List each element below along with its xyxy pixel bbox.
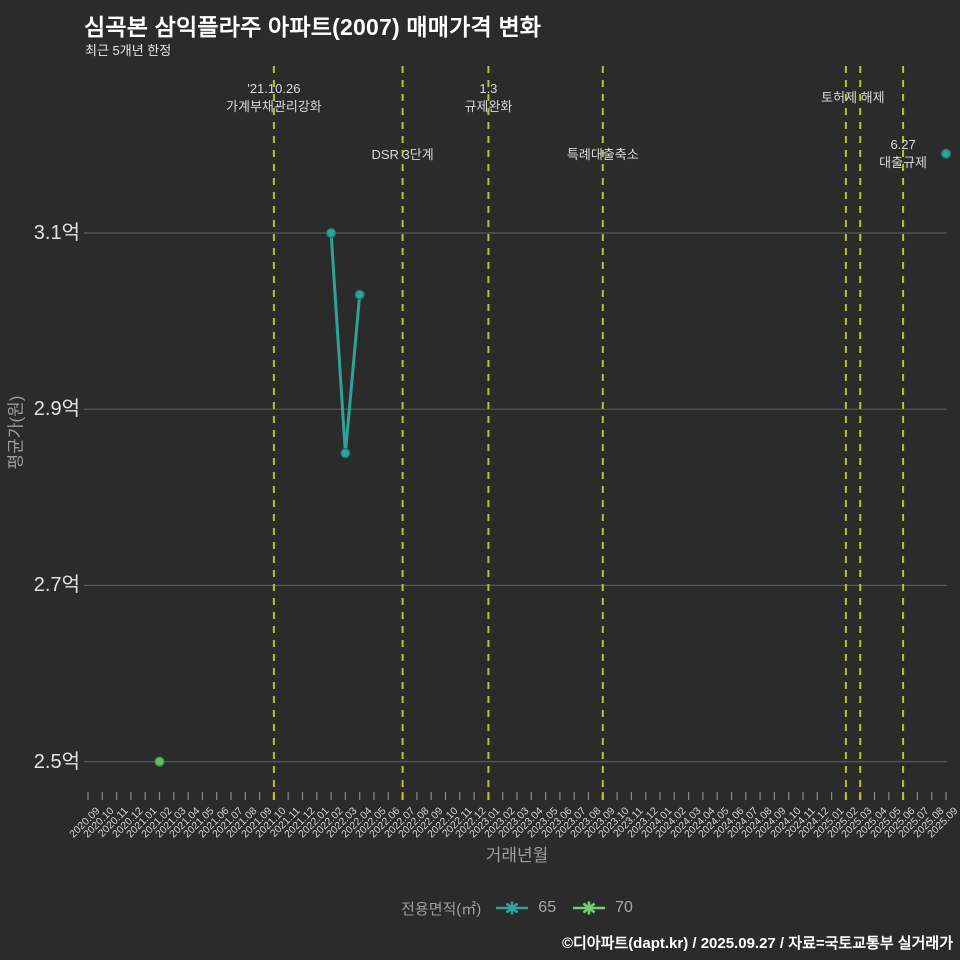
y-axis-title: 평균가(원) <box>6 395 26 470</box>
legend: 전용면적(㎡) 65 70 <box>88 894 946 922</box>
event-annotation: 특례대출축소 <box>566 147 639 162</box>
y-tick-label: 3.1억 <box>33 222 80 244</box>
y-tick-label: 2.7억 <box>33 574 80 597</box>
legend-title: 전용면적(㎡) <box>401 900 482 918</box>
copyright-footer: ©디아파트(dapt.kr) / 2025.09.27 / 자료=국토교통부 실… <box>561 935 953 952</box>
legend-entry-label: 70 <box>615 899 633 916</box>
legend-entries: 65 70 <box>495 899 633 917</box>
legend-entry-label: 65 <box>538 899 557 916</box>
chart-subtitle: 최근 5개년 한정 <box>85 43 172 58</box>
event-annotation: 토허제 해제 <box>821 90 885 105</box>
y-tick-label: 2.5억 <box>33 750 80 773</box>
legend-marker-icon <box>496 901 529 915</box>
event-annotation: '21.10.26 가계부채관리강화 <box>226 81 322 114</box>
legend-entry[interactable]: 70 <box>572 899 633 917</box>
legend-entry[interactable]: 65 <box>495 899 556 917</box>
event-annotation: DSR 3단계 <box>371 147 434 162</box>
y-tick-label: 2.9억 <box>33 398 80 421</box>
event-annotation: 1.3 규제완화 <box>464 81 513 114</box>
x-axis-title: 거래년월 <box>485 846 549 865</box>
event-annotation: 6.27 대출규제 <box>879 137 928 170</box>
page-title: 심곡본 삼익플라주 아파트(2007) 매매가격 변화 <box>84 14 542 40</box>
legend-marker-icon <box>573 901 606 915</box>
